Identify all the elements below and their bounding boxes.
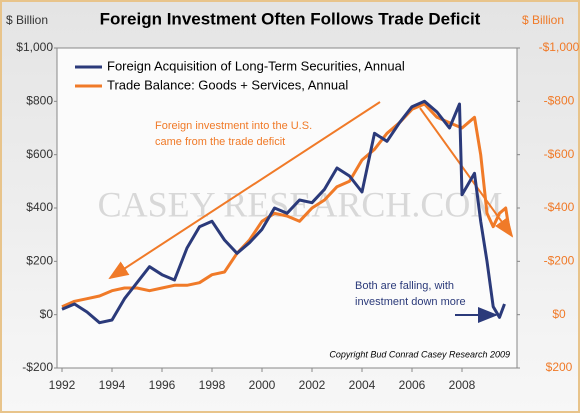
legend-label: Foreign Acquisition of Long-Term Securit…: [107, 58, 405, 73]
y-tick-label: $0: [40, 307, 54, 321]
x-tick-label: 1998: [199, 378, 226, 392]
y2-tick-label: $0: [552, 307, 566, 321]
x-tick-label: 1996: [149, 378, 176, 392]
annotation: Both are falling, with: [355, 280, 454, 292]
y-tick-label: $400: [26, 200, 53, 214]
y-tick-label: $1,000: [16, 40, 53, 54]
y2-tick-label: $200: [546, 360, 573, 374]
y2-axis-label: $ Billion: [522, 13, 564, 27]
annotation: investment down more: [355, 296, 466, 308]
y-tick-label: $200: [26, 254, 53, 268]
arrow: [108, 101, 381, 280]
series-line: [61, 102, 511, 309]
y-tick-label: $600: [26, 147, 53, 161]
x-tick-label: 2004: [349, 378, 376, 392]
series-line: [61, 99, 506, 325]
y2-tick-label: -$1,000: [539, 40, 580, 54]
x-tick-label: 1994: [99, 378, 126, 392]
x-tick-label: 2008: [449, 378, 476, 392]
legend-label: Trade Balance: Goods + Services, Annual: [107, 77, 348, 92]
arrow: [419, 107, 514, 238]
y2-tick-label: -$200: [544, 254, 575, 268]
y2-tick-label: -$600: [544, 147, 575, 161]
plot-area: [56, 47, 518, 369]
watermark: CASEY RESEARCH.COM: [98, 184, 503, 224]
y2-tick-label: -$400: [544, 200, 575, 214]
x-tick-label: 2006: [399, 378, 426, 392]
y-axis-label: $ Billion: [6, 13, 48, 27]
copyright: Copyright Bud Conrad Casey Research 2009: [329, 349, 510, 359]
y-tick-label: $800: [26, 94, 53, 108]
x-tick-label: 2002: [299, 378, 326, 392]
x-tick-label: 2000: [249, 378, 276, 392]
y-tick-label: -$200: [22, 360, 53, 374]
chart-title: Foreign Investment Often Follows Trade D…: [100, 9, 481, 28]
annotation: Foreign investment into the U.S.: [155, 120, 312, 132]
x-tick-label: 1992: [49, 378, 76, 392]
y2-tick-label: -$800: [544, 94, 575, 108]
annotation: came from the trade deficit: [155, 136, 285, 148]
